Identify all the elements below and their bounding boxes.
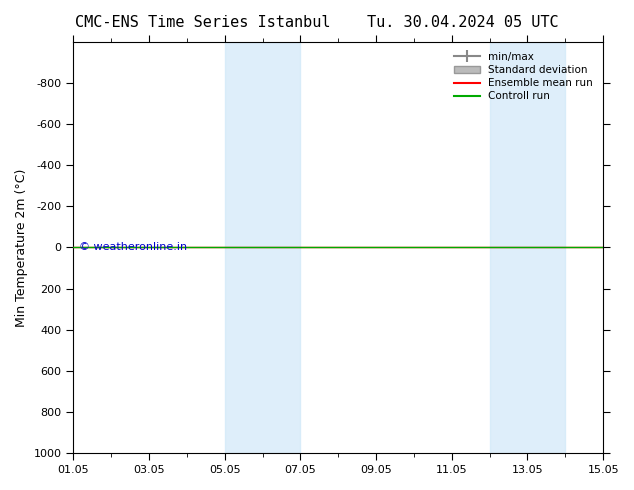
Bar	[489, 42, 566, 453]
Y-axis label: Min Temperature 2m (°C): Min Temperature 2m (°C)	[15, 168, 28, 326]
Text: © weatheronline.in: © weatheronline.in	[79, 243, 187, 252]
Legend: min/max, Standard deviation, Ensemble mean run, Controll run: min/max, Standard deviation, Ensemble me…	[448, 47, 598, 106]
Bar	[224, 42, 301, 453]
Text: CMC-ENS Time Series Istanbul    Tu. 30.04.2024 05 UTC: CMC-ENS Time Series Istanbul Tu. 30.04.2…	[75, 15, 559, 30]
